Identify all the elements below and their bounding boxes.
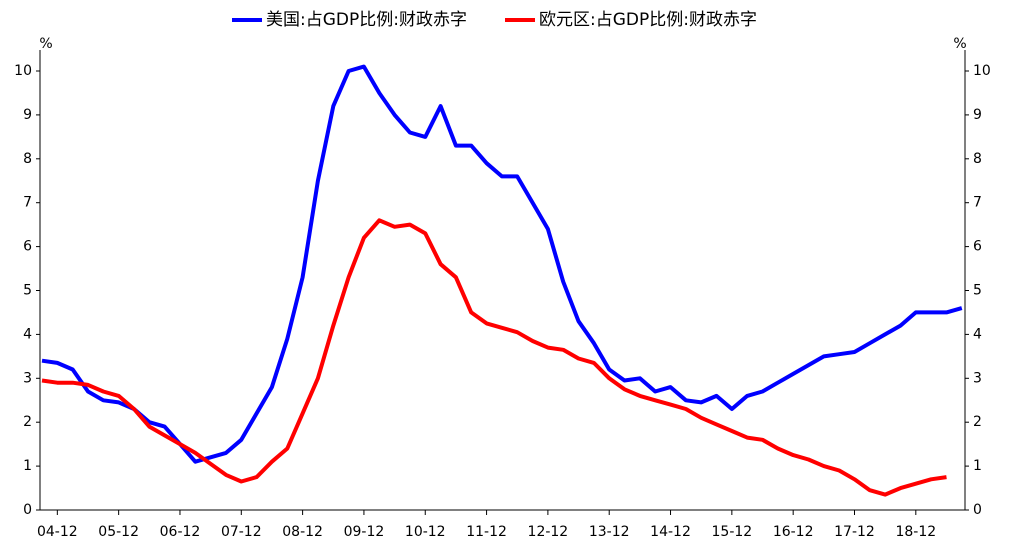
y2-tick-label: 2 xyxy=(973,414,982,430)
y2-tick-label: 1 xyxy=(973,458,982,474)
y2-tick-label: 8 xyxy=(973,151,982,167)
series-line xyxy=(41,218,947,497)
y2-tick-label: 0 xyxy=(973,502,982,518)
y-tick-label: 2 xyxy=(23,414,32,430)
x-tick-label: 06-12 xyxy=(160,524,201,540)
y2-tick-label: 7 xyxy=(973,195,982,211)
legend-label: 美国:占GDP比例:财政赤字 xyxy=(266,10,467,30)
y2-tick-label: 4 xyxy=(973,326,982,342)
x-tick-label: 12-12 xyxy=(528,524,569,540)
x-tick-label: 08-12 xyxy=(282,524,323,540)
x-tick-label: 14-12 xyxy=(650,524,691,540)
y-tick-label: 10 xyxy=(14,63,32,79)
y-tick-label: 8 xyxy=(23,151,32,167)
y-axis-unit: % xyxy=(39,36,52,52)
y-tick-label: 4 xyxy=(23,326,32,342)
y-tick-label: 1 xyxy=(23,458,32,474)
x-tick-label: 11-12 xyxy=(466,524,507,540)
y2-tick-label: 5 xyxy=(973,283,982,299)
x-tick-label: 09-12 xyxy=(344,524,385,540)
y2-tick-label: 3 xyxy=(973,370,982,386)
y-tick-label: 6 xyxy=(23,239,32,255)
x-tick-label: 05-12 xyxy=(98,524,139,540)
y2-axis-unit: % xyxy=(953,36,966,52)
series-line xyxy=(41,64,963,464)
y-tick-label: 0 xyxy=(23,502,32,518)
y-tick-label: 3 xyxy=(23,370,32,386)
y-tick-label: 9 xyxy=(23,107,32,123)
x-tick-label: 07-12 xyxy=(221,524,262,540)
x-tick-label: 10-12 xyxy=(405,524,446,540)
x-tick-label: 17-12 xyxy=(834,524,875,540)
y2-tick-label: 9 xyxy=(973,107,982,123)
y2-tick-label: 10 xyxy=(973,63,991,79)
x-tick-label: 13-12 xyxy=(589,524,630,540)
y-tick-label: 5 xyxy=(23,283,32,299)
x-tick-label: 04-12 xyxy=(37,524,78,540)
x-tick-label: 16-12 xyxy=(773,524,814,540)
x-tick-label: 18-12 xyxy=(895,524,936,540)
legend-label: 欧元区:占GDP比例:财政赤字 xyxy=(539,10,757,30)
y-tick-label: 7 xyxy=(23,195,32,211)
x-tick-label: 15-12 xyxy=(712,524,753,540)
y2-tick-label: 6 xyxy=(973,239,982,255)
